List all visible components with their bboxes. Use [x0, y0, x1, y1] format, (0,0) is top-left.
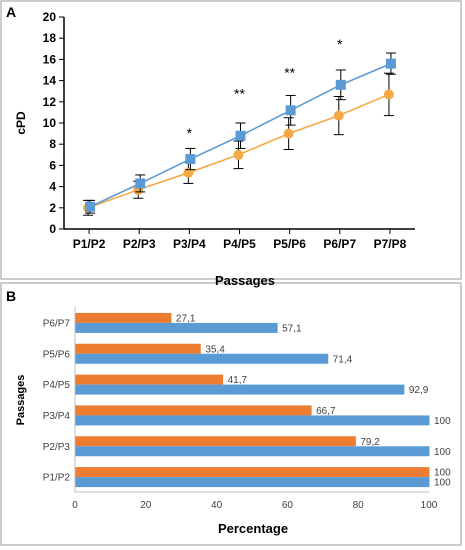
- y-tick-label: P6/P7: [43, 318, 71, 329]
- data-point: [235, 130, 246, 141]
- data-point: [135, 178, 146, 189]
- bar: [75, 415, 430, 426]
- y-tick-label: 18: [43, 31, 57, 45]
- data-point: [385, 58, 396, 69]
- chart-a-x-axis-label: Passages: [215, 273, 275, 288]
- bar: [75, 384, 405, 395]
- significance-annotation: **: [284, 64, 295, 80]
- data-label: 100: [434, 468, 451, 479]
- bar: [75, 322, 278, 333]
- data-label: 57,1: [282, 323, 302, 334]
- y-tick-label: 14: [43, 74, 57, 88]
- bar: [75, 374, 224, 385]
- y-tick-label: 2: [49, 201, 56, 215]
- significance-annotation: *: [337, 36, 343, 52]
- y-tick-label: P2/P3: [43, 442, 71, 453]
- data-label: 100: [434, 447, 451, 458]
- data-point: [283, 128, 294, 139]
- data-label: 100: [434, 478, 451, 489]
- x-tick-label: P2/P3: [123, 237, 156, 251]
- chart-a: 0 2 4 6 8 10 12 14 16 18 20 P1/P2 P2/P3 P3/P4 P4/P5 P5/…: [43, 10, 415, 251]
- data-label: 27,1: [176, 313, 196, 324]
- bar: [75, 405, 312, 416]
- chart-a-y-axis-label: cPD: [14, 111, 28, 135]
- bar: [75, 343, 201, 354]
- x-tick-label: P7/P8: [374, 237, 407, 251]
- panel-a-label: A: [6, 4, 16, 20]
- data-label: 100: [434, 416, 451, 427]
- chart-b-x-axis-label: Percentage: [218, 521, 288, 536]
- data-point: [185, 154, 196, 165]
- y-tick-label: P1/P2: [43, 473, 71, 484]
- y-tick-label: 10: [43, 116, 57, 130]
- x-tick-label: 0: [72, 500, 78, 511]
- y-tick-label: 0: [49, 222, 56, 236]
- data-label: 71,4: [333, 354, 353, 365]
- x-tick-label: 100: [421, 500, 438, 511]
- y-tick-label: 16: [43, 52, 57, 66]
- significance-annotation: **: [234, 86, 245, 102]
- y-tick-label: P4/P5: [43, 380, 71, 391]
- y-tick-label: P3/P4: [43, 411, 71, 422]
- x-tick-label: P5/P6: [273, 237, 306, 251]
- y-tick-label: 20: [43, 10, 57, 24]
- x-tick-label: 60: [282, 500, 294, 511]
- x-tick-label: P1/P2: [73, 237, 106, 251]
- data-point: [285, 105, 296, 116]
- data-point: [335, 79, 346, 90]
- bar: [75, 446, 430, 457]
- significance-annotation: *: [187, 125, 193, 141]
- data-label: 35,4: [205, 344, 225, 355]
- bar: [75, 312, 172, 323]
- data-point: [85, 201, 96, 212]
- bar: [75, 477, 430, 488]
- data-point: [383, 89, 394, 100]
- data-point: [333, 110, 344, 121]
- y-tick-label: 6: [49, 158, 56, 172]
- x-tick-label: 80: [353, 500, 365, 511]
- x-tick-label: P6/P7: [323, 237, 356, 251]
- y-tick-label: 4: [49, 180, 56, 194]
- data-label: 41,7: [228, 375, 248, 386]
- bar: [75, 436, 356, 447]
- y-tick-label: 12: [43, 95, 57, 109]
- panel-b-label: B: [6, 288, 16, 304]
- data-point: [183, 167, 194, 178]
- chart-b-y-axis-label: Passages: [15, 375, 27, 426]
- data-point: [233, 149, 244, 160]
- data-label: 92,9: [409, 385, 429, 396]
- x-tick-label: 40: [211, 500, 223, 511]
- x-tick-label: P3/P4: [173, 237, 206, 251]
- bar: [75, 467, 430, 478]
- data-label: 79,2: [360, 437, 380, 448]
- x-tick-label: P4/P5: [223, 237, 256, 251]
- x-tick-label: 20: [140, 500, 152, 511]
- data-label: 66,7: [316, 406, 336, 417]
- bar: [75, 353, 329, 364]
- y-tick-label: P5/P6: [43, 349, 71, 360]
- y-tick-label: 8: [49, 137, 56, 151]
